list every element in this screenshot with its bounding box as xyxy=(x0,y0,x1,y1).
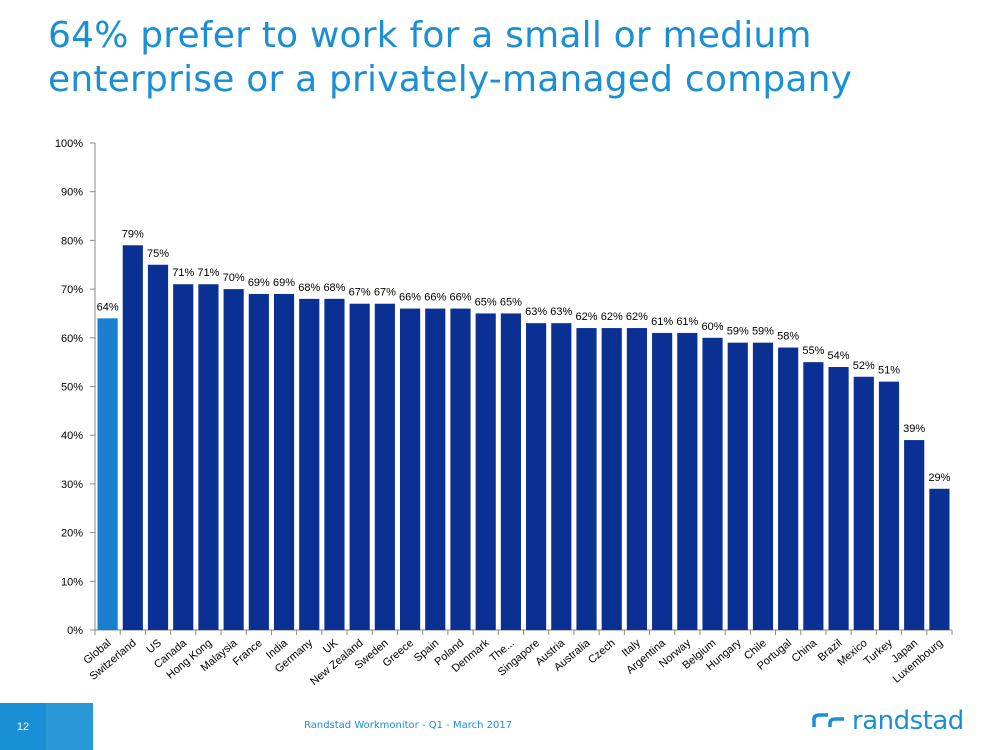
data-label: 71% xyxy=(197,267,219,279)
bar xyxy=(878,381,900,630)
bar xyxy=(929,488,950,630)
bar xyxy=(576,328,597,630)
brand-logo: randstad xyxy=(812,706,964,736)
bar xyxy=(853,376,874,630)
y-tick-label: 50% xyxy=(61,382,83,394)
data-label: 62% xyxy=(626,311,648,323)
title-line-2: enterprise or a privately-managed compan… xyxy=(48,59,853,100)
data-label: 64% xyxy=(97,301,119,313)
y-tick-label: 90% xyxy=(61,187,83,199)
data-label: 62% xyxy=(575,311,597,323)
data-label: 61% xyxy=(676,316,698,328)
bar xyxy=(828,367,849,630)
data-label: 58% xyxy=(777,331,799,343)
y-tick-label: 20% xyxy=(61,528,83,540)
y-tick-label: 40% xyxy=(61,430,83,442)
bar xyxy=(904,440,925,630)
bar xyxy=(299,298,320,630)
data-label: 79% xyxy=(122,228,144,240)
bar xyxy=(399,308,421,630)
x-tick-label: Turkey xyxy=(862,637,896,668)
bar xyxy=(626,328,648,630)
bar xyxy=(601,328,622,630)
bar xyxy=(122,245,143,630)
data-label: 60% xyxy=(702,321,724,333)
data-label: 51% xyxy=(878,365,900,377)
footer-source: Randstad Workmonitor - Q1 - March 2017 xyxy=(304,720,513,731)
randstad-logo-icon xyxy=(812,713,844,727)
bar xyxy=(147,264,169,630)
bar xyxy=(526,323,547,630)
data-label: 67% xyxy=(374,287,396,299)
y-axis: 0% 10% 20% 30% 40% 50% 60% 70% 80% 90% 100% xyxy=(55,138,96,637)
bar xyxy=(198,284,219,630)
bar xyxy=(450,308,471,630)
y-tick-label: 80% xyxy=(61,235,83,247)
bar xyxy=(173,284,194,630)
bar xyxy=(425,308,446,630)
slide-title: 64% prefer to work for a small or medium… xyxy=(48,14,978,102)
data-label: 63% xyxy=(550,306,572,318)
y-tick-label: 30% xyxy=(61,479,83,491)
title-line-1: 64% prefer to work for a small or medium xyxy=(48,15,812,56)
data-label: 65% xyxy=(475,296,497,308)
bar xyxy=(803,362,824,630)
bar xyxy=(475,313,496,630)
data-label: 39% xyxy=(903,423,925,435)
data-label: 66% xyxy=(424,292,446,304)
brand-wordmark: randstad xyxy=(852,706,964,736)
x-tick-label: France xyxy=(231,637,265,668)
data-label: 61% xyxy=(651,316,673,328)
data-label: 75% xyxy=(147,248,169,260)
data-label: 70% xyxy=(223,272,245,284)
data-label: 66% xyxy=(399,292,421,304)
bar xyxy=(652,332,673,630)
page-number: 12 xyxy=(0,703,46,750)
data-labels: 64%79%75%71% 71% 70% 69% 69% 68% 68% 67% 67% 66% 6… xyxy=(97,228,951,483)
bar-chart: 0% 10% 20% 30% 40% 50% 60% 70% 80% 90% 100% 64% 79%… xyxy=(55,138,953,688)
y-tick-label: 60% xyxy=(61,333,83,345)
data-label: 29% xyxy=(928,472,950,484)
y-tick-label: 10% xyxy=(61,576,83,588)
bar xyxy=(374,303,395,630)
y-tick-label: 0% xyxy=(67,625,83,637)
bar xyxy=(752,342,774,630)
data-label: 55% xyxy=(802,345,824,357)
data-label: 54% xyxy=(828,350,850,362)
x-axis xyxy=(94,629,953,635)
bar xyxy=(677,332,698,630)
bar xyxy=(778,347,799,630)
data-label: 59% xyxy=(727,326,749,338)
y-tick-label: 70% xyxy=(61,284,83,296)
bar xyxy=(273,293,295,630)
bar xyxy=(551,323,572,630)
footer-accent-block xyxy=(46,703,93,750)
data-label: 67% xyxy=(349,287,371,299)
bar xyxy=(727,342,748,630)
data-label: 69% xyxy=(248,277,270,289)
data-label: 69% xyxy=(273,277,295,289)
x-tick-label: China xyxy=(790,637,820,665)
bar xyxy=(248,293,269,630)
bar xyxy=(223,289,244,630)
bar-series xyxy=(97,245,950,630)
bar xyxy=(349,303,370,630)
y-tick-label: 100% xyxy=(55,138,83,150)
bar xyxy=(97,318,118,630)
data-label: 65% xyxy=(500,296,522,308)
data-label: 63% xyxy=(525,306,547,318)
bar xyxy=(702,337,723,630)
data-label: 62% xyxy=(601,311,623,323)
x-tick-label: Czech xyxy=(586,637,618,666)
data-label: 71% xyxy=(172,267,194,279)
data-label: 59% xyxy=(752,326,774,338)
data-label: 66% xyxy=(449,292,471,304)
data-label: 68% xyxy=(323,282,345,294)
bar xyxy=(500,313,521,630)
data-label: 52% xyxy=(853,360,875,372)
bar xyxy=(324,298,345,630)
data-label: 68% xyxy=(298,282,320,294)
